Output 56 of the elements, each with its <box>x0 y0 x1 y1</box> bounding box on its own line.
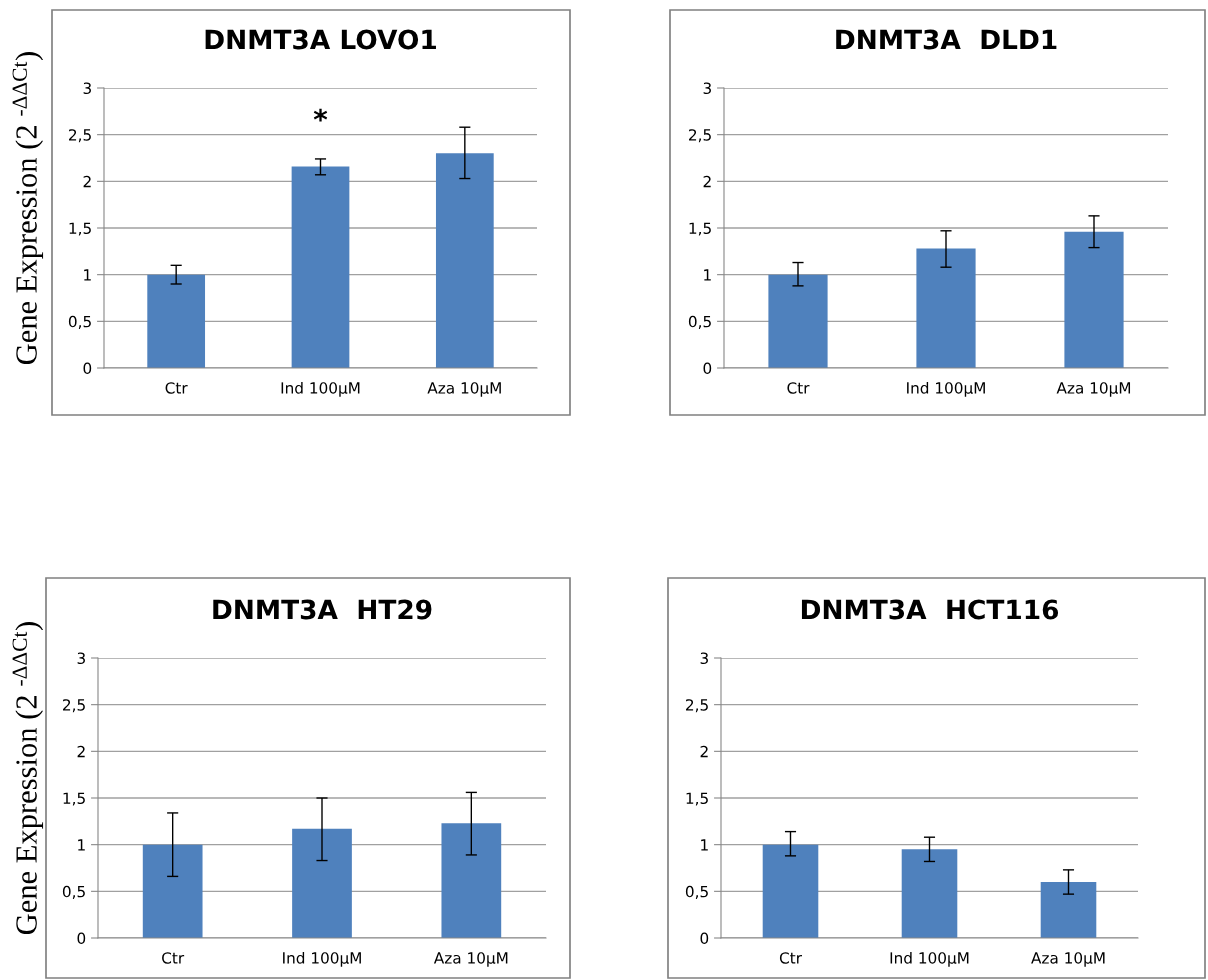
bar <box>435 153 494 368</box>
y-axis-title: Gene Expression (2 $^{-ΔΔCt}$) <box>12 622 44 935</box>
x-tick-label: Ind 100µM <box>283 951 361 967</box>
y-tick-label: 1 <box>704 269 711 281</box>
y-tick-label: 0,5 <box>68 315 91 329</box>
x-tick-label: Ctr <box>165 382 188 394</box>
y-tick-label: 3 <box>83 82 91 95</box>
bar <box>292 828 352 938</box>
y-axis-title: Gene Expression (2 $^{-ΔΔCt}$) <box>12 52 44 365</box>
y-tick-label: 2,5 <box>63 699 85 713</box>
y-tick-label: 1 <box>701 839 708 851</box>
x-tick-label: Ctr <box>779 952 802 964</box>
bar <box>1064 231 1124 368</box>
y-tick-label: 2 <box>700 745 708 758</box>
y-tick-label: 3 <box>77 652 85 665</box>
annotation: * <box>313 108 328 122</box>
x-tick-label: Ctr <box>787 382 810 394</box>
y-tick-label: 0 <box>700 932 709 945</box>
x-tick-label: Ind 100µM <box>907 381 985 397</box>
y-tick-label: 1,5 <box>69 222 91 236</box>
bar <box>291 166 350 368</box>
y-tick-label: 2 <box>83 175 91 188</box>
y-tick-label: 1,5 <box>689 222 711 236</box>
x-tick-label: Aza 10µM <box>427 382 501 397</box>
y-tick-label: 2,5 <box>686 699 708 713</box>
x-tick-label: Aza 10µM <box>1056 382 1131 397</box>
y-tick-label: 3 <box>700 652 708 665</box>
x-tick-label: Aza 10µM <box>433 952 508 967</box>
bar <box>441 823 502 938</box>
chart-title: DNMT3A DLD1 <box>836 29 1057 50</box>
bar <box>768 274 828 368</box>
x-tick-label: Ind 100µM <box>890 951 969 967</box>
chart-title: DNMT3A HT29 <box>213 599 432 620</box>
y-tick-label: 1 <box>78 839 85 851</box>
y-tick-label: 0 <box>77 932 86 945</box>
y-tick-label: 2 <box>77 745 85 758</box>
chart-title: DNMT3A LOVO1 <box>205 29 436 50</box>
y-tick-label: 1,5 <box>686 792 708 806</box>
chart-title: DNMT3A HCT116 <box>801 599 1059 620</box>
y-tick-label: 2 <box>703 175 711 188</box>
bar <box>147 274 206 368</box>
x-tick-label: Aza 10µM <box>1031 952 1105 967</box>
y-tick-label: 0,5 <box>685 885 708 899</box>
y-tick-label: 3 <box>703 82 711 95</box>
y-tick-label: 0,5 <box>688 315 711 329</box>
y-tick-label: 0,5 <box>62 885 85 899</box>
bar <box>142 844 203 938</box>
y-tick-label: 2,5 <box>69 129 91 143</box>
y-tick-label: 0 <box>703 362 712 375</box>
y-tick-label: 0 <box>83 362 92 375</box>
x-tick-label: Ctr <box>162 952 185 964</box>
y-tick-label: 1 <box>84 269 91 281</box>
x-tick-label: Ind 100µM <box>281 381 360 397</box>
y-tick-label: 2,5 <box>689 129 711 143</box>
bar <box>916 248 976 368</box>
y-tick-label: 1,5 <box>63 792 85 806</box>
